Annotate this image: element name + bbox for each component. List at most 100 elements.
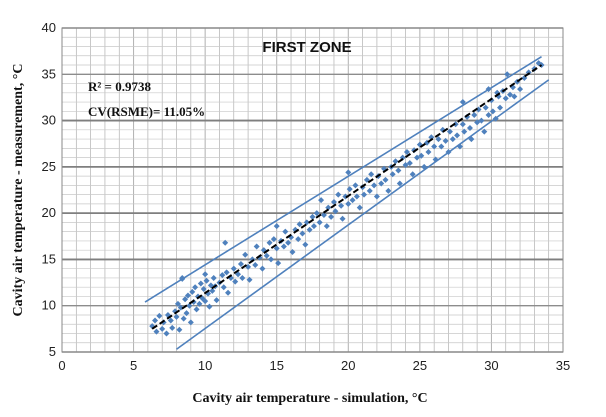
data-point: [445, 149, 452, 156]
data-point: [471, 112, 478, 119]
data-point: [202, 298, 209, 305]
data-point: [313, 210, 320, 217]
data-point: [385, 187, 392, 194]
data-point: [396, 180, 403, 187]
data-point: [432, 156, 439, 163]
x-tick-label: 0: [58, 358, 65, 373]
data-point: [239, 274, 246, 281]
data-point: [270, 236, 277, 243]
data-point: [196, 300, 203, 307]
data-point: [349, 197, 356, 204]
data-point: [160, 319, 167, 326]
y-tick-label: 40: [42, 20, 56, 35]
data-point: [275, 260, 282, 267]
data-point: [366, 187, 373, 194]
data-point: [182, 296, 189, 303]
data-point: [259, 265, 266, 272]
data-point: [413, 154, 420, 161]
data-point: [403, 149, 410, 156]
data-point: [345, 200, 352, 207]
data-point: [220, 284, 227, 291]
data-point: [489, 108, 496, 115]
chart-title: FIRST ZONE: [262, 39, 351, 56]
data-point: [339, 215, 346, 222]
data-point: [176, 326, 183, 333]
data-point: [481, 128, 488, 135]
data-point: [183, 310, 190, 317]
data-point: [289, 249, 296, 256]
data-point: [193, 306, 200, 313]
data-point: [246, 276, 253, 283]
x-tick-label: 5: [130, 358, 137, 373]
data-points: [149, 60, 545, 337]
data-point: [459, 121, 466, 128]
data-point: [179, 274, 186, 281]
data-point: [223, 269, 230, 276]
data-point: [368, 171, 375, 178]
bound-lines: [144, 56, 550, 350]
data-point: [202, 271, 209, 278]
data-point: [253, 243, 260, 250]
data-point: [421, 163, 428, 170]
x-tick-label: 25: [413, 358, 427, 373]
y-tick-label: 10: [42, 298, 56, 313]
data-point: [153, 328, 160, 335]
data-point: [152, 317, 159, 324]
data-point: [406, 160, 413, 167]
data-point: [402, 162, 409, 169]
data-point: [159, 325, 166, 332]
data-point: [302, 241, 309, 248]
data-point: [174, 300, 181, 307]
data-point: [328, 213, 335, 220]
data-point: [295, 236, 302, 243]
data-point: [438, 143, 445, 150]
data-point: [303, 219, 310, 226]
data-point: [517, 86, 524, 93]
lower-bound-line: [176, 79, 550, 350]
plot-area-border: [61, 27, 564, 353]
data-point: [190, 299, 197, 306]
data-point: [511, 93, 518, 100]
cv-rsme-annotation: CV(RSME)= 11.05%: [88, 104, 205, 119]
x-tick-label: 30: [484, 358, 498, 373]
data-point: [169, 324, 176, 331]
data-point: [507, 91, 514, 98]
data-point: [173, 313, 180, 320]
data-point: [225, 289, 232, 296]
data-point: [316, 219, 323, 226]
data-point: [266, 239, 273, 246]
data-point: [466, 124, 473, 131]
data-point: [431, 143, 438, 150]
data-point: [352, 182, 359, 189]
data-point: [371, 182, 378, 189]
data-point: [163, 330, 170, 337]
data-point: [454, 132, 461, 139]
fit-line: [151, 64, 543, 330]
grid: [61, 27, 564, 353]
r-squared-annotation: R² = 0.9738: [88, 79, 151, 94]
upper-bound-line: [144, 56, 542, 303]
data-point: [156, 312, 163, 319]
x-tick-label: 20: [341, 358, 355, 373]
data-point: [273, 223, 280, 230]
data-point: [267, 256, 274, 263]
data-point: [389, 171, 396, 178]
data-point: [356, 204, 363, 211]
data-point: [442, 137, 449, 144]
y-tick-label: 20: [42, 205, 56, 220]
data-point: [318, 197, 325, 204]
plot-frame: [61, 27, 564, 353]
x-axis-title: Cavity air temperature - simulation, °C: [192, 391, 427, 406]
data-point: [206, 303, 213, 310]
x-tick-labels: 0 5 10 15 20 25 30 35: [58, 358, 570, 373]
data-point: [373, 193, 380, 200]
data-point: [474, 119, 481, 126]
data-point: [504, 71, 511, 78]
data-point: [320, 211, 327, 218]
data-point: [502, 95, 509, 102]
data-point: [456, 143, 463, 150]
data-point: [332, 208, 339, 215]
data-point: [210, 274, 217, 281]
data-point: [478, 117, 485, 124]
